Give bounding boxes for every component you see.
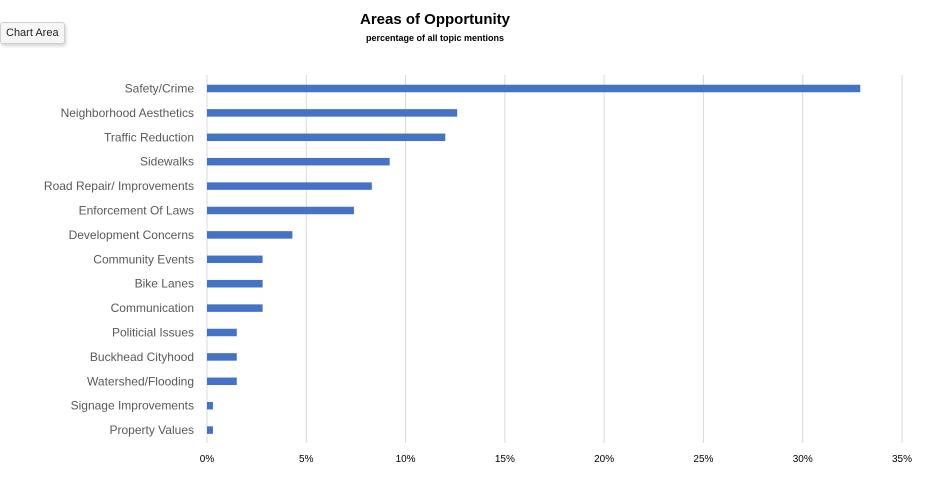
bar[interactable] <box>207 206 354 215</box>
x-tick-label: 5% <box>299 454 314 465</box>
bar[interactable] <box>207 182 372 190</box>
category-label: Bike Lanes <box>135 277 194 291</box>
x-tick-label: 15% <box>495 454 515 465</box>
bar[interactable] <box>207 255 263 264</box>
chart-subtitle: percentage of all topic mentions <box>365 33 505 43</box>
category-label: Property Values <box>110 423 195 437</box>
bar[interactable] <box>207 377 237 386</box>
category-label: Watershed/Flooding <box>87 374 194 388</box>
category-label: Signage Improvements <box>71 399 194 413</box>
category-label: Road Repair/ Improvements <box>44 179 194 193</box>
bar[interactable] <box>207 328 237 337</box>
gridlines <box>206 75 903 443</box>
category-label: Traffic Reduction <box>104 130 194 144</box>
bar[interactable] <box>207 279 263 288</box>
bar[interactable] <box>207 109 458 117</box>
bar[interactable] <box>207 353 237 361</box>
bar[interactable] <box>207 426 213 434</box>
x-tick-label: 25% <box>693 454 713 465</box>
category-label: Safety/Crime <box>125 82 195 96</box>
bar[interactable] <box>207 133 446 142</box>
x-tick-label: 10% <box>396 454 416 465</box>
category-label: Neighborhood Aesthetics <box>61 106 194 120</box>
x-tick-label: 30% <box>793 454 813 465</box>
chart-area-tooltip: Chart Area <box>0 22 65 44</box>
bar[interactable] <box>207 401 213 410</box>
category-label: Buckhead Cityhood <box>90 350 194 364</box>
bar[interactable] <box>207 304 263 312</box>
bar[interactable] <box>207 231 293 239</box>
x-tick-label: 35% <box>892 454 912 465</box>
bar[interactable] <box>207 157 390 166</box>
category-label: Development Concerns <box>69 228 194 242</box>
category-label: Community Events <box>93 252 194 266</box>
bars <box>207 84 861 434</box>
category-label: Politicial Issues <box>112 326 194 340</box>
x-tick-label: 20% <box>594 454 614 465</box>
x-axis-ticks: 0% 5% 10% 15% 20% 25% 30% 35% <box>200 454 912 465</box>
category-labels: Safety/Crime Neighborhood Aesthetics Traff… <box>44 82 194 438</box>
category-label: Sidewalks <box>140 155 194 169</box>
category-label: Enforcement Of Laws <box>79 204 194 218</box>
chart-title: Areas of Opportunity <box>359 11 510 28</box>
x-tick-label: 0% <box>200 454 215 465</box>
bar[interactable] <box>207 84 861 93</box>
category-label: Communication <box>111 301 194 315</box>
